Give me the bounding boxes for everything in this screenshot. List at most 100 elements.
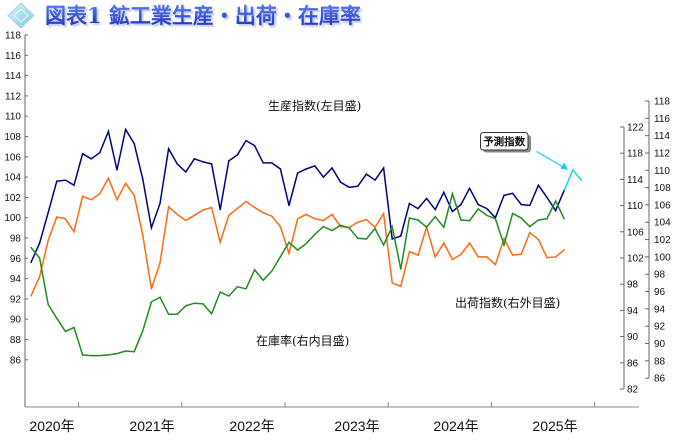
data-point-inventory-ratio — [408, 217, 411, 219]
data-point-inventory-ratio — [56, 317, 58, 319]
data-point-production — [322, 176, 325, 178]
data-point-inventory-ratio — [554, 200, 557, 202]
data-point-shipments — [357, 221, 359, 223]
data-point-shipments — [554, 256, 557, 258]
data-point-shipments — [477, 256, 479, 258]
x-axis-year-label: 2022年 — [229, 418, 274, 434]
forecast-line — [563, 168, 582, 191]
data-point-shipments — [503, 237, 505, 240]
data-point-inventory-ratio — [546, 218, 548, 220]
data-point-production — [546, 196, 548, 199]
data-point-inventory-ratio — [219, 291, 221, 293]
data-point-production — [99, 152, 101, 154]
data-point-shipments — [90, 199, 92, 201]
data-point-shipments — [47, 239, 49, 242]
data-point-production — [434, 208, 436, 211]
data-point-production — [116, 169, 118, 171]
data-point-shipments — [99, 192, 101, 195]
data-point-production — [38, 242, 41, 244]
data-point-inventory-ratio — [391, 225, 393, 228]
data-point-shipments — [400, 285, 402, 288]
data-point-inventory-ratio — [322, 225, 325, 228]
outer-axis-tick-label: 116 — [654, 114, 670, 125]
data-point-shipments — [159, 262, 161, 264]
outer-axis-tick-label: 90 — [654, 339, 666, 350]
left-axis-tick-label: 110 — [5, 112, 21, 123]
data-point-inventory-ratio — [468, 219, 471, 222]
data-point-production — [425, 197, 428, 200]
outer-axis-tick-label: 88 — [654, 356, 666, 367]
data-point-production — [279, 168, 282, 170]
data-point-production — [210, 163, 213, 165]
data-point-production — [176, 163, 178, 165]
data-point-production — [331, 167, 333, 169]
callout-arrow-head-icon — [560, 162, 568, 170]
data-point-production — [253, 144, 256, 147]
data-point-shipments — [486, 256, 488, 258]
data-point-production — [185, 171, 187, 173]
data-point-shipments — [511, 254, 514, 256]
outer-axis-tick-label: 110 — [654, 166, 670, 177]
data-point-inventory-ratio — [107, 354, 110, 356]
series-forecast — [563, 168, 583, 191]
inner-axis-tick-label: 106 — [627, 227, 644, 238]
data-point-production — [357, 185, 359, 187]
data-point-shipments — [236, 207, 239, 210]
data-point-shipments — [150, 288, 153, 290]
data-point-inventory-ratio — [374, 227, 376, 230]
data-point-inventory-ratio — [537, 219, 540, 221]
outer-axis-tick-label: 106 — [654, 200, 671, 211]
left-axis-tick-label: 92 — [10, 294, 22, 305]
data-point-inventory-ratio — [288, 241, 290, 243]
data-point-shipments — [193, 214, 196, 217]
data-point-shipments — [322, 219, 325, 222]
data-point-shipments — [417, 254, 419, 256]
data-point-shipments — [124, 182, 127, 184]
data-point-shipments — [133, 194, 135, 197]
data-point-production — [81, 153, 84, 155]
data-point-production — [245, 139, 247, 142]
inner-axis-tick-label: 98 — [627, 280, 639, 291]
data-point-inventory-ratio — [529, 225, 531, 228]
forecast-callout-label: 予測指数 — [483, 135, 525, 148]
series-label-production: 生産指数(左目盛) — [268, 98, 361, 113]
data-point-production — [339, 181, 342, 183]
data-point-production — [142, 178, 144, 180]
inner-axis-tick-label: 114 — [627, 175, 643, 186]
data-point-production — [47, 211, 49, 214]
data-point-shipments — [210, 206, 213, 209]
data-point-shipments — [391, 282, 393, 284]
left-axis-tick-label: 98 — [10, 234, 22, 245]
left-axis-tick-label: 100 — [4, 213, 21, 224]
data-point-production — [443, 191, 445, 194]
data-point-production — [133, 142, 135, 145]
inner-axis-tick-label: 90 — [627, 332, 639, 343]
data-point-production — [288, 204, 290, 207]
outer-axis-tick-label: 114 — [654, 131, 670, 142]
data-point-production — [529, 204, 531, 207]
data-point-shipments — [563, 249, 565, 251]
data-point-production — [314, 165, 316, 167]
left-axis-tick-label: 112 — [5, 91, 21, 102]
data-point-shipments — [245, 200, 247, 203]
data-point-shipments — [56, 216, 58, 218]
left-axis-tick-label: 106 — [4, 152, 21, 163]
data-point-shipments — [271, 215, 273, 217]
data-point-inventory-ratio — [425, 226, 428, 228]
outer-axis-tick-label: 102 — [654, 235, 671, 246]
data-point-shipments — [30, 295, 32, 297]
left-axis-tick-label: 94 — [10, 274, 22, 285]
left-axis: 118 116 114 112 110 108 106 104 102 100 98 96 94 92 90… — [4, 31, 28, 407]
data-point-shipments — [537, 238, 540, 241]
right-inner-axis: 122 118 114 110 106 102 98 94 90 86 82 — [620, 123, 644, 396]
data-point-inventory-ratio — [150, 301, 153, 303]
data-point-shipments — [142, 234, 144, 236]
data-point-shipments — [331, 213, 333, 216]
outer-axis-tick-label: 108 — [654, 183, 671, 194]
data-point-production — [56, 180, 58, 182]
data-point-production — [391, 238, 393, 240]
data-point-shipments — [228, 214, 230, 217]
data-point-inventory-ratio — [210, 312, 213, 315]
left-axis-tick-label: 96 — [10, 254, 22, 265]
data-point-production — [537, 184, 540, 186]
